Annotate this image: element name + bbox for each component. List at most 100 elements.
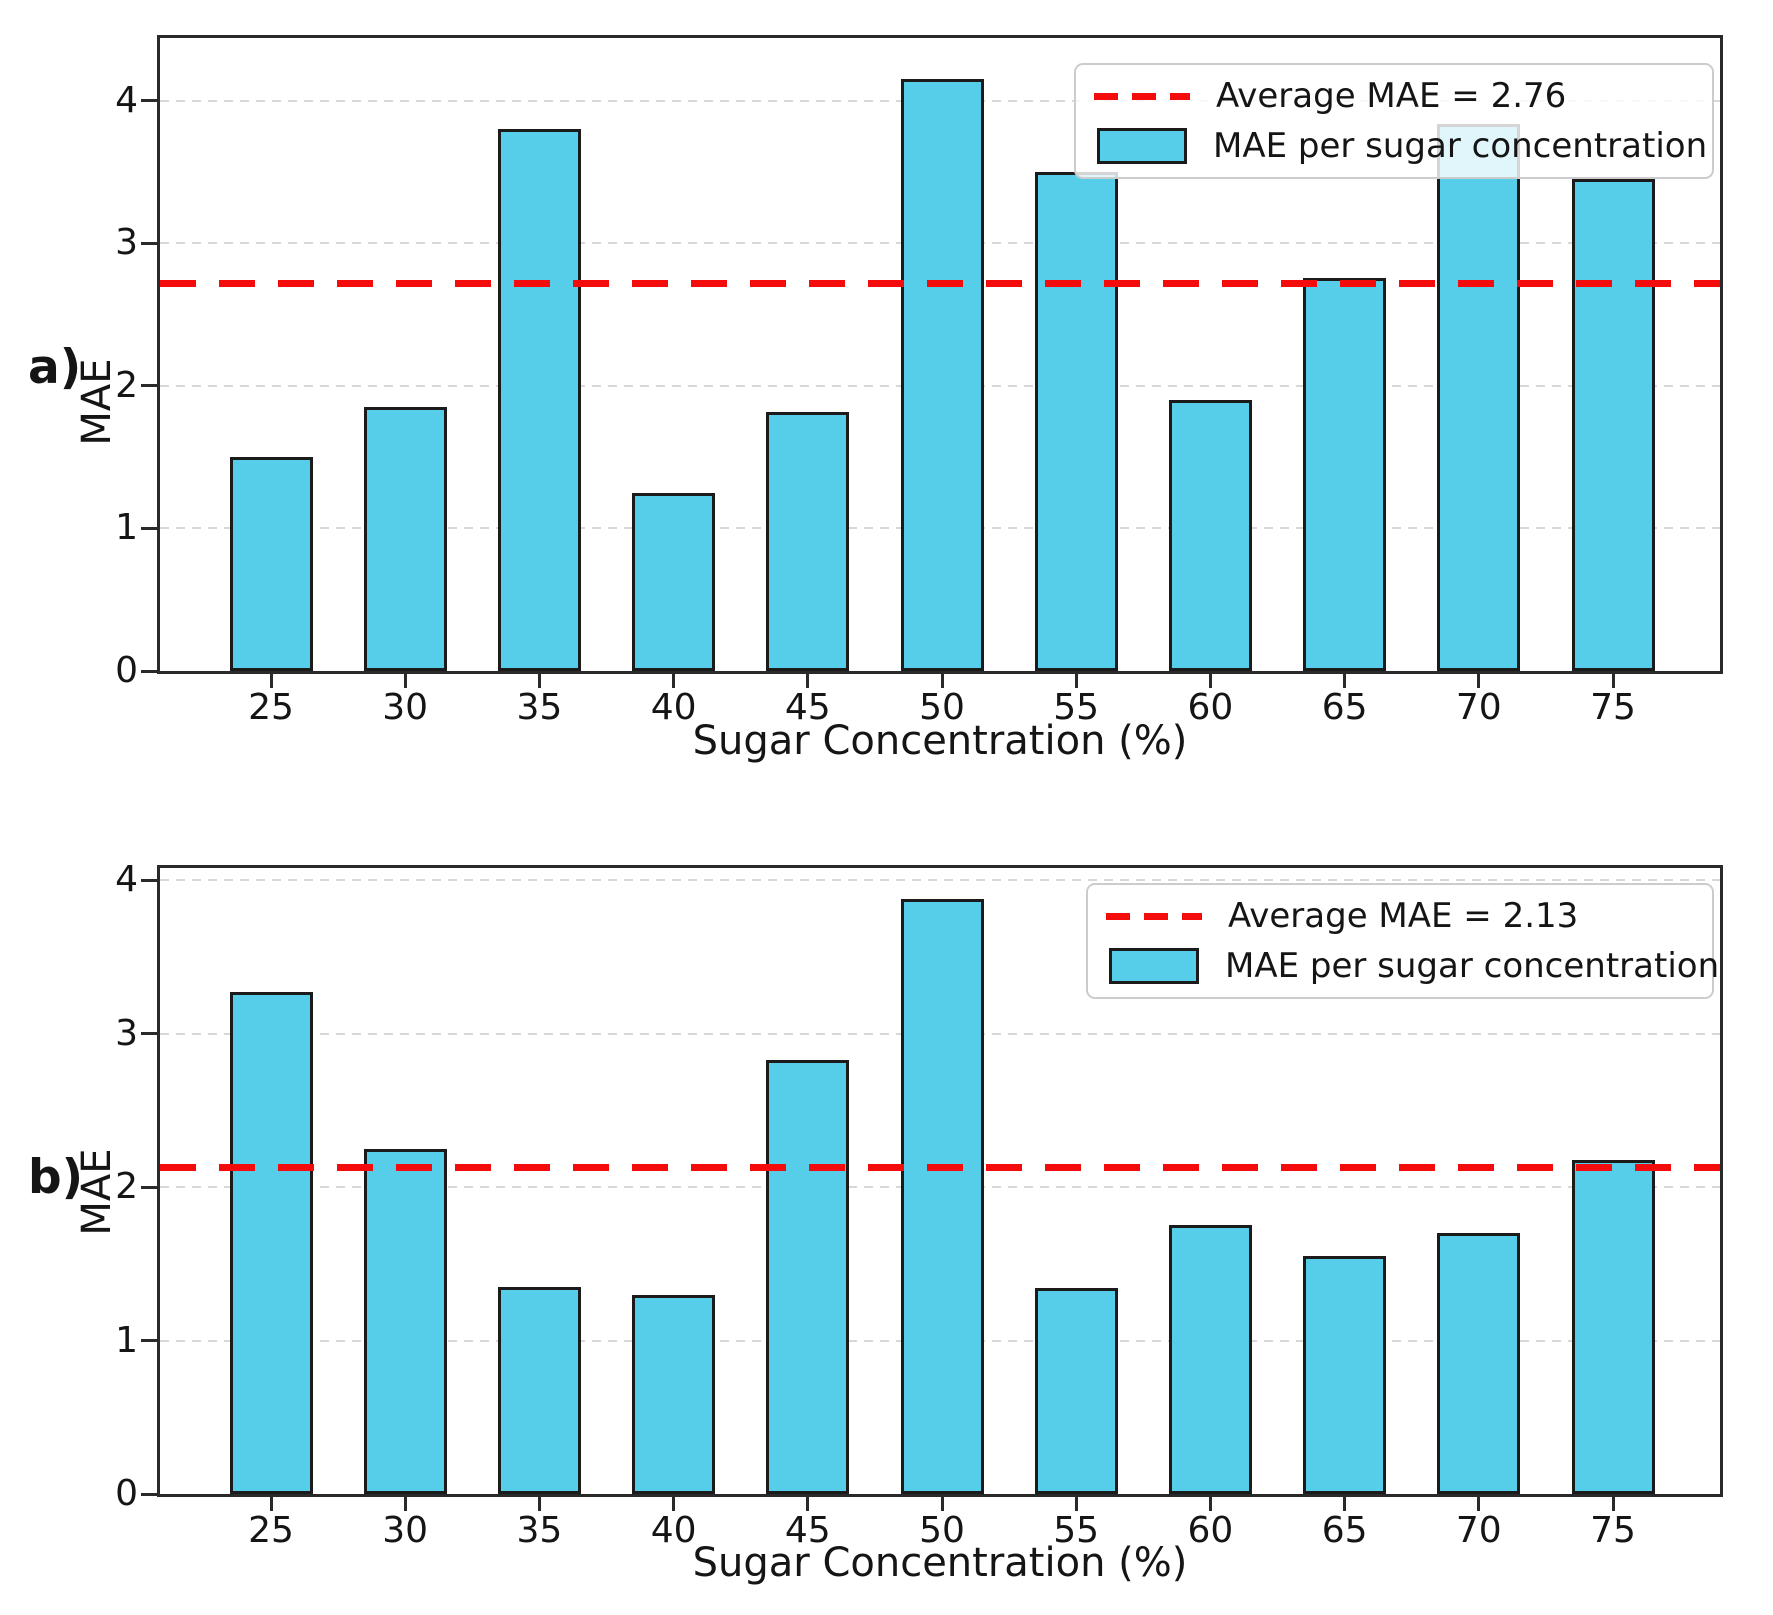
y-tick-mark — [141, 1185, 157, 1189]
legend-bars-label: MAE per sugar concentration — [1213, 126, 1708, 166]
x-tick-label: 40 — [650, 1510, 697, 1551]
x-tick-mark — [1074, 674, 1078, 688]
x-tick-label: 70 — [1455, 1510, 1502, 1551]
x-tick-label: 45 — [784, 1510, 831, 1551]
y-tick-label: 4 — [115, 859, 138, 901]
bar-50 — [900, 79, 984, 671]
x-axis-label-b: Sugar Concentration (%) — [692, 1540, 1188, 1586]
y-tick-label: 1 — [115, 1319, 138, 1361]
x-tick-label: 30 — [382, 687, 429, 728]
plot-area-b: Average MAE = 2.13 MAE per sugar concent… — [115, 859, 1723, 1551]
bar-sample-icon — [1109, 948, 1199, 984]
x-tick-label: 75 — [1590, 687, 1636, 728]
x-tick-mark — [940, 1497, 944, 1511]
x-tick-label: 25 — [248, 1510, 294, 1551]
x-tick-label: 30 — [382, 1510, 429, 1551]
bar-30 — [363, 407, 447, 671]
legend-bars-label: MAE per sugar concentration — [1225, 946, 1720, 986]
bar-35 — [497, 1286, 581, 1494]
y-tick-mark — [141, 241, 157, 245]
y-tick-label: 0 — [115, 650, 138, 691]
bar-25 — [229, 992, 313, 1494]
bar-40 — [632, 492, 716, 671]
bar-25 — [229, 457, 313, 671]
bar-55 — [1034, 1288, 1118, 1494]
x-tick-mark — [806, 674, 810, 688]
y-tick-mark — [141, 669, 157, 673]
y-tick-mark — [141, 1032, 157, 1036]
x-axis-label-a: Sugar Concentration (%) — [692, 718, 1188, 764]
x-tick-label: 60 — [1187, 687, 1234, 728]
x-tick-label: 45 — [784, 687, 831, 728]
legend-row-bars: MAE per sugar concentration — [1106, 945, 1719, 987]
legend-a: Average MAE = 2.76 MAE per sugar concent… — [1074, 63, 1714, 179]
legend-b: Average MAE = 2.13 MAE per sugar concent… — [1086, 883, 1719, 999]
bar-60 — [1168, 400, 1252, 671]
x-tick-mark — [1477, 674, 1481, 688]
bar-45 — [766, 411, 850, 671]
x-tick-mark — [269, 674, 273, 688]
bar-50 — [900, 898, 984, 1494]
x-tick-label: 35 — [516, 687, 563, 728]
bar-70 — [1437, 123, 1521, 671]
x-tick-label: 75 — [1590, 1510, 1636, 1551]
x-tick-mark — [1611, 674, 1615, 688]
x-tick-mark — [1208, 1497, 1212, 1511]
bar-45 — [766, 1059, 850, 1494]
legend-row-average: Average MAE = 2.76 — [1094, 75, 1694, 117]
x-tick-mark — [1208, 674, 1212, 688]
x-tick-mark — [1343, 1497, 1347, 1511]
bar-70 — [1437, 1233, 1521, 1494]
panel-label-b: b) — [28, 1150, 84, 1205]
x-tick-mark — [806, 1497, 810, 1511]
x-tick-label: 65 — [1321, 687, 1368, 728]
x-tick-label: 40 — [650, 687, 697, 728]
x-tick-mark — [672, 674, 676, 688]
x-tick-mark — [1477, 1497, 1481, 1511]
x-tick-label: 50 — [919, 687, 965, 728]
x-tick-mark — [940, 674, 944, 688]
y-tick-mark — [141, 878, 157, 882]
x-tick-mark — [537, 674, 541, 688]
bar-30 — [363, 1148, 447, 1494]
bar-40 — [632, 1294, 716, 1494]
legend-average-label: Average MAE = 2.13 — [1228, 896, 1579, 936]
x-tick-label: 35 — [516, 1510, 563, 1551]
bar-65 — [1303, 277, 1387, 671]
y-tick-label: 4 — [115, 79, 138, 121]
x-tick-label: 50 — [919, 1510, 965, 1551]
average-mae-line — [160, 1163, 1720, 1171]
x-tick-mark — [1611, 1497, 1615, 1511]
y-tick-label: 2 — [115, 1166, 138, 1208]
bar-55 — [1034, 172, 1118, 671]
y-tick-label: 2 — [115, 364, 138, 406]
x-tick-mark — [403, 1497, 407, 1511]
x-tick-label: 25 — [248, 687, 294, 728]
x-tick-label: 55 — [1053, 687, 1100, 728]
legend-row-average: Average MAE = 2.13 — [1106, 895, 1694, 937]
bar-35 — [497, 129, 581, 671]
x-tick-label: 60 — [1187, 1510, 1234, 1551]
y-tick-mark — [141, 384, 157, 388]
x-tick-mark — [403, 674, 407, 688]
x-tick-mark — [672, 1497, 676, 1511]
x-tick-mark — [1343, 674, 1347, 688]
x-tick-label: 55 — [1053, 1510, 1100, 1551]
average-mae-line — [160, 279, 1720, 287]
bar-60 — [1168, 1225, 1252, 1494]
y-tick-mark — [141, 526, 157, 530]
panel-label-a: a) — [28, 340, 82, 395]
y-tick-label: 0 — [115, 1473, 138, 1514]
x-tick-label: 70 — [1455, 687, 1502, 728]
y-tick-label: 3 — [115, 1012, 138, 1054]
plot-area-a: Average MAE = 2.76 MAE per sugar concent… — [115, 35, 1723, 728]
bar-sample-icon — [1097, 128, 1187, 164]
x-tick-label: 65 — [1321, 1510, 1368, 1551]
bar-75 — [1571, 1159, 1655, 1494]
y-tick-mark — [141, 99, 157, 103]
legend-row-bars: MAE per sugar concentration — [1094, 125, 1707, 167]
y-tick-mark — [141, 1339, 157, 1343]
bar-65 — [1303, 1256, 1387, 1494]
x-tick-mark — [537, 1497, 541, 1511]
